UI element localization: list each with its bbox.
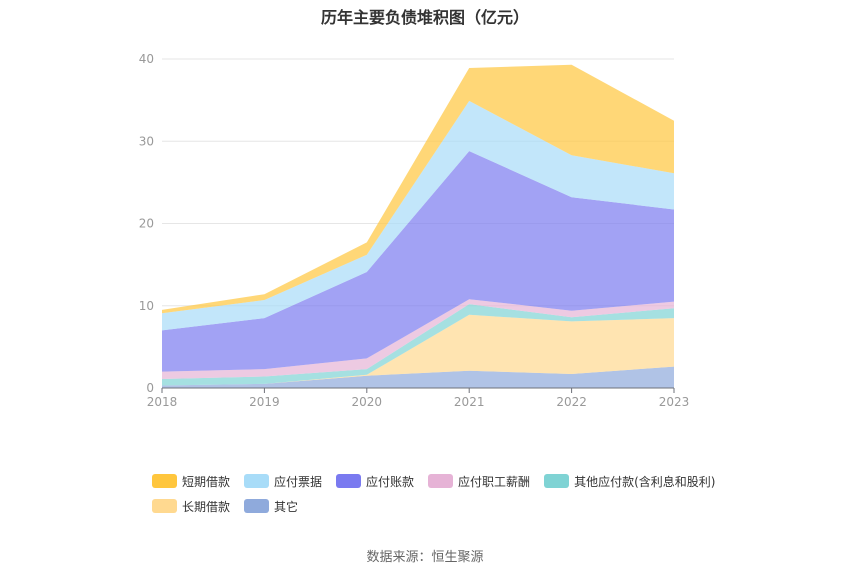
- legend-item[interactable]: 其他应付款(含利息和股利): [544, 473, 715, 489]
- area-series-2: [162, 304, 674, 386]
- x-tick-label: 2022: [556, 395, 587, 409]
- legend-label: 应付职工薪酬: [458, 474, 531, 489]
- area-series-3: [162, 299, 674, 379]
- y-tick-label: 30: [139, 134, 154, 148]
- legend-swatch: [544, 474, 570, 488]
- legend-label: 应付票据: [274, 474, 323, 489]
- legend-item[interactable]: 应付票据: [244, 473, 322, 489]
- legend-label: 短期借款: [182, 474, 231, 489]
- x-tick-label: 2018: [147, 395, 178, 409]
- x-tick-label: 2023: [659, 395, 690, 409]
- area-series-0: [162, 366, 674, 388]
- legend-item[interactable]: 长期借款: [152, 498, 230, 514]
- x-tick-label: 2020: [352, 395, 383, 409]
- legend-label: 应付账款: [366, 474, 415, 489]
- legend-swatch: [244, 474, 270, 488]
- area-series-1: [162, 314, 674, 386]
- legend-swatch: [336, 474, 362, 488]
- legend-swatch: [152, 474, 177, 488]
- legend-item[interactable]: 其它: [244, 498, 298, 514]
- legend-swatch: [428, 474, 454, 488]
- area-series-5: [162, 100, 674, 331]
- legend-swatch: [152, 499, 177, 513]
- legend-label: 长期借款: [182, 499, 231, 514]
- legend-label: 其他应付款(含利息和股利): [574, 474, 716, 489]
- x-tick-label: 2021: [454, 395, 485, 409]
- y-tick-label: 10: [139, 299, 154, 313]
- area-series-6: [162, 64, 674, 314]
- y-tick-label: 0: [146, 381, 154, 395]
- area-series-4: [162, 151, 674, 372]
- data-source: 数据来源：恒生聚源: [366, 550, 484, 565]
- legend-label: 其它: [274, 499, 299, 514]
- legend-item[interactable]: 应付职工薪酬: [428, 473, 530, 489]
- legend-item[interactable]: 短期借款: [152, 473, 230, 489]
- y-tick-label: 20: [139, 217, 154, 231]
- chart-title: 历年主要负债堆积图（亿元）: [320, 8, 529, 27]
- legend-item[interactable]: 应付账款: [336, 473, 414, 489]
- legend-swatch: [244, 499, 270, 513]
- legend: 短期借款 应付票据 应付账款 应付职工薪酬 其他应付款(含利息和股利) 长期借款 其它: [152, 473, 752, 514]
- x-tick-label: 2019: [249, 395, 280, 409]
- y-tick-label: 40: [139, 52, 154, 66]
